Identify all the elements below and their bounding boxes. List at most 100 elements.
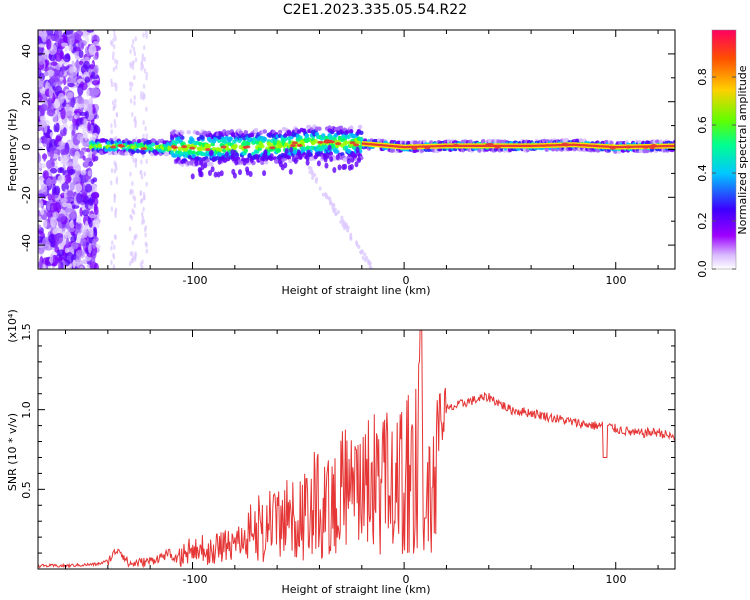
noise-blob [64,46,68,52]
noise-blob [67,168,76,175]
band-blob [313,139,318,144]
noise-blob [47,97,53,109]
noise-blob [79,265,84,269]
noise-blob [88,44,97,56]
streak-blob [145,248,149,254]
band-blob [390,148,396,153]
noise-blob [82,195,90,205]
snr-x-axis-label: Height of straight line (km) [281,583,430,596]
streak-blob [131,240,135,246]
noise-blob [88,243,92,254]
band-low-blob [254,153,259,160]
streak-blob [112,254,116,260]
snr-x-tick-label-minus100: -100 [183,573,208,586]
noise-blob [84,132,88,141]
noise-blob [38,146,44,152]
trail-blob [361,255,365,260]
band-blob [276,148,282,153]
trail-blob [368,261,372,266]
band-blob [349,125,354,130]
streak-blob [129,98,133,104]
noise-blob [82,258,88,265]
band-blob [468,139,473,144]
noise-blob [38,224,42,230]
streak-blob [142,120,145,126]
band-low-blob [323,156,328,163]
streak-blob [114,103,117,109]
noise-blob [79,207,83,217]
snr-y-tick-label-05: 0.5 [20,481,33,499]
band-blob [288,158,293,164]
streak-blob [131,43,134,49]
noise-blob [46,201,51,211]
noise-blob [67,82,75,88]
trail-blob [365,255,369,260]
streak-blob [111,41,114,47]
streak-blob [140,60,144,66]
band-blob [107,151,113,156]
noise-blob [86,30,95,33]
noise-blob [80,170,87,176]
noise-blob [66,190,74,198]
band-low-blob [245,166,250,173]
noise-blob [67,114,74,122]
noise-blob [68,66,75,74]
hot-spot [296,143,303,147]
noise-blob [50,61,58,66]
streak-blob [131,180,134,186]
trail-blob [332,209,336,214]
noise-blob [84,220,89,231]
noise-blob [93,55,98,61]
noise-blob [38,94,43,103]
band-low-blob [248,171,253,178]
band-low-blob [222,157,227,164]
top-x-axis-label: Height of straight line (km) [281,284,430,297]
y-tick-label-20: 20 [20,92,33,106]
band-blob [338,125,344,130]
noise-blob [92,106,96,114]
band-blob [177,146,182,151]
colorbar-tick-04: 0.4 [696,164,709,182]
top-y-axis-label: Frequency (Hz) [6,109,19,192]
noise-blob [63,54,71,63]
noise-blob [53,70,61,81]
snr-x-tick-label-100: 100 [606,573,627,586]
band-blob [349,129,354,134]
streak-blob [141,53,145,59]
streak-blob [134,158,138,164]
streak-blob [129,81,132,87]
band-low-blob [224,151,229,158]
snr-ticks [38,329,675,569]
band-low-blob [293,158,298,165]
noise-blob [38,77,44,89]
streak-blob [113,168,117,174]
noise-blob [54,37,60,42]
noise-blob [84,110,89,120]
noise-blob [43,71,49,77]
hot-spot [140,147,147,151]
noise-blob [57,92,65,104]
band-blob [286,155,292,160]
band-low-blob [217,158,222,165]
streak-blob [111,240,114,246]
streak-blob [140,65,143,71]
trail-blob [369,266,373,269]
band-blob [176,136,181,141]
band-blob [200,135,205,140]
band-low-blob [295,153,300,160]
streak-blob [115,64,118,70]
trail-blob [324,195,328,200]
band-blob [335,149,340,154]
streak-blob [129,86,132,92]
streak-blob [144,225,148,231]
band-blob [176,156,181,162]
ridge-core [361,142,675,149]
noise-blob [76,192,83,204]
streak-blob [140,159,143,165]
band-blob [260,160,265,165]
hot-spot [494,145,501,149]
noise-blob [47,193,52,201]
noise-blob [77,176,81,185]
streak-blob [114,98,117,104]
band-low-blob [242,159,247,166]
